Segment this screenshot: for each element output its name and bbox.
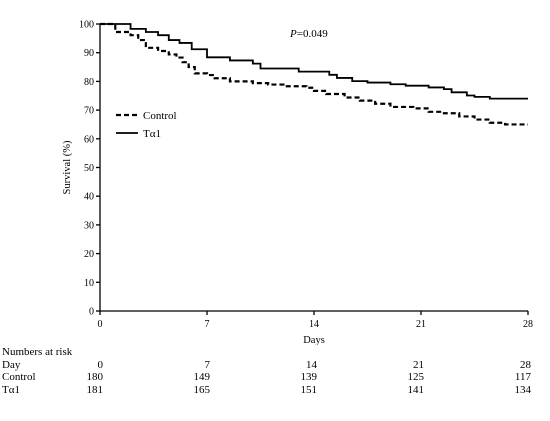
risk-value: 7 <box>204 358 211 371</box>
y-tick-label: 10 <box>84 278 94 289</box>
risk-value: 117 <box>514 371 531 383</box>
risk-row-label: Day <box>2 358 21 371</box>
legend-label: Tα1 <box>143 128 161 140</box>
risk-value: 14 <box>306 358 317 371</box>
risk-value: 141 <box>407 383 425 396</box>
y-tick-label: 100 <box>79 20 94 31</box>
risk-value: 125 <box>407 371 425 383</box>
risk-value: 181 <box>86 383 104 396</box>
y-tick-label: 90 <box>84 48 94 59</box>
risk-row-day: Day 0 7 14 21 28 <box>0 359 550 372</box>
y-tick-label: 50 <box>84 163 94 174</box>
x-axis-label: Days <box>303 335 325 345</box>
numbers-at-risk-table: Numbers at risk Day 0 7 14 21 28 Control… <box>0 346 550 396</box>
x-tick-label: 0 <box>98 319 103 330</box>
y-tick-label: 30 <box>84 220 94 231</box>
y-tick-label: 70 <box>84 106 94 117</box>
risk-row-ta1: Tα1 181 165 151 141 134 <box>0 384 550 397</box>
p-value-symbol: P <box>289 28 297 40</box>
y-tick-label: 0 <box>89 307 94 318</box>
legend-label: Control <box>143 110 177 122</box>
x-tick-label: 21 <box>416 319 426 330</box>
risk-value: 0 <box>97 358 104 371</box>
risk-row-control: Control 180 149 139 125 117 <box>0 371 550 384</box>
risk-row-label: Tα1 <box>2 383 20 396</box>
series-line-ta1 <box>100 23 528 100</box>
p-value-number: =0.049 <box>297 28 328 40</box>
risk-value: 149 <box>193 371 211 383</box>
y-axis-label: Survival (%) <box>62 140 73 194</box>
risk-value: 151 <box>300 383 318 396</box>
survival-chart: 0 10 20 30 40 50 60 70 80 90 100 0 7 14 21 28 Days Surviv… <box>62 20 533 346</box>
y-tick-label: 40 <box>84 192 94 203</box>
series-line-control <box>100 22 528 126</box>
risk-value: 165 <box>193 383 211 396</box>
x-tick-label: 7 <box>205 319 210 330</box>
risk-value: 139 <box>300 371 318 383</box>
risk-value: 21 <box>413 358 424 371</box>
p-value-annotation: P=0.049 <box>289 28 328 40</box>
risk-value: 180 <box>86 371 104 383</box>
y-tick-label: 80 <box>84 77 94 88</box>
y-tick-label: 20 <box>84 249 94 260</box>
x-tick-label: 28 <box>523 319 533 330</box>
risk-table-title: Numbers at risk <box>2 346 73 358</box>
x-tick-label: 14 <box>309 319 319 330</box>
risk-value: 134 <box>514 383 532 396</box>
risk-row-label: Control <box>2 371 36 383</box>
y-tick-label: 60 <box>84 134 94 145</box>
risk-value: 28 <box>520 358 531 371</box>
